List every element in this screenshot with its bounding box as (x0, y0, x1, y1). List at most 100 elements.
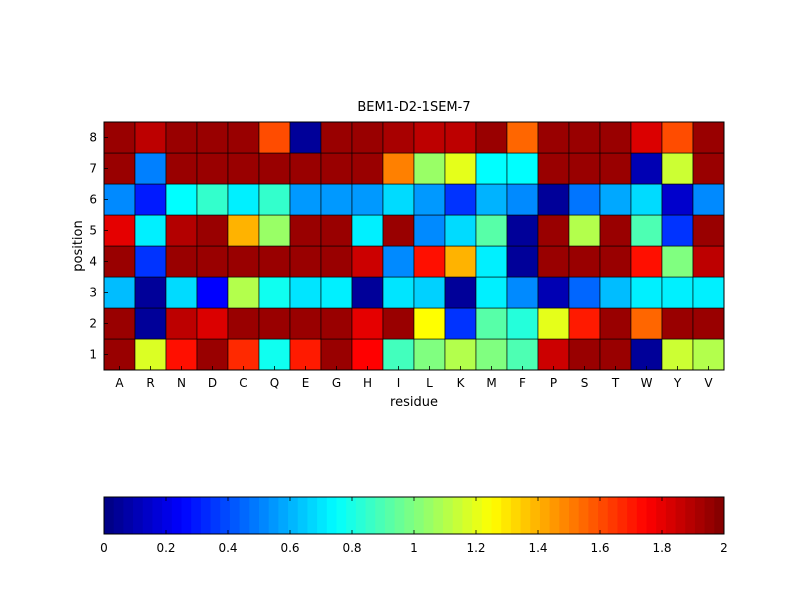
heatmap-cell (506, 183, 539, 216)
heatmap-cell (475, 338, 508, 371)
y-tick-label: 7 (89, 162, 97, 176)
heatmap-cell (227, 245, 260, 278)
heatmap-cell (413, 214, 446, 247)
colorbar-swatch (113, 497, 124, 534)
heatmap-cell (165, 338, 198, 371)
heatmap-cell (103, 183, 136, 216)
heatmap-cell (506, 152, 539, 185)
heatmap-cell (134, 152, 167, 185)
heatmap-cell (475, 276, 508, 309)
colorbar-swatch (588, 497, 599, 534)
heatmap-cell (165, 152, 198, 185)
heatmap-cell (134, 307, 167, 340)
colorbar-swatch (404, 497, 415, 534)
heatmap-cell (475, 245, 508, 278)
heatmap-cell (134, 121, 167, 154)
colorbar-swatch (598, 497, 609, 534)
x-tick-label: I (397, 376, 401, 390)
heatmap-cell (537, 121, 570, 154)
heatmap-cell (103, 338, 136, 371)
heatmap-cell (382, 276, 415, 309)
colorbar-swatch (384, 497, 396, 534)
heatmap-cell (320, 245, 353, 278)
heatmap-cell (258, 276, 291, 309)
x-tick-label: E (302, 376, 310, 390)
colorbar-swatch (694, 497, 706, 534)
heatmap-cell (196, 307, 229, 340)
colorbar-swatch (326, 497, 337, 534)
y-tick-labels: 1 2 3 4 5 6 7 8 (89, 131, 108, 362)
heatmap-cell (661, 121, 694, 154)
heatmap-cell (196, 245, 229, 278)
heatmap-cell (134, 214, 167, 247)
heatmap-cell (444, 307, 477, 340)
heatmap-cell (599, 121, 632, 154)
heatmap-cell (196, 183, 229, 216)
heatmap-cell (537, 214, 570, 247)
heatmap-cell (506, 276, 539, 309)
x-tick-label: N (177, 376, 186, 390)
heatmap-cell (258, 307, 291, 340)
colorbar-swatch (288, 497, 299, 534)
x-tick-label: V (704, 376, 713, 390)
x-tick-label: R (146, 376, 154, 390)
heatmap-cell (103, 214, 136, 247)
heatmap-cell (351, 338, 384, 371)
heatmap-cell (630, 183, 663, 216)
heatmap-cell (320, 183, 353, 216)
heatmap-cell (506, 245, 539, 278)
y-tick-label: 6 (89, 193, 97, 207)
heatmap-cell (661, 245, 694, 278)
chart-title: BEM1-D2-1SEM-7 (357, 100, 470, 115)
heatmap-cell (599, 183, 632, 216)
heatmap-cell (661, 338, 694, 371)
y-tick-label: 4 (89, 255, 97, 269)
heatmap-cell (103, 152, 136, 185)
heatmap-cells (103, 121, 725, 371)
heatmap-cell (692, 152, 725, 185)
heatmap-cell (289, 152, 322, 185)
heatmap-cell (103, 121, 136, 154)
colorbar-swatch (433, 497, 444, 534)
heatmap-cell (258, 183, 291, 216)
heatmap-cell (165, 276, 198, 309)
heatmap-cell (444, 121, 477, 154)
colorbar-swatch (239, 497, 250, 534)
colorbar-tick-label: 1.4 (528, 541, 547, 555)
colorbar-swatch (665, 497, 677, 534)
x-tick-label: K (457, 376, 466, 390)
heatmap-cell (692, 245, 725, 278)
heatmap-cell (165, 245, 198, 278)
heatmap-cell (475, 121, 508, 154)
heatmap-cell (382, 214, 415, 247)
heatmap-cell (599, 338, 632, 371)
colorbar-swatch (191, 497, 202, 534)
colorbar-swatch (443, 497, 454, 534)
heatmap-cell (103, 307, 136, 340)
heatmap-cell (692, 338, 725, 371)
heatmap-cell (227, 121, 260, 154)
heatmap-cell (413, 276, 446, 309)
y-tick-label: 2 (89, 317, 97, 331)
colorbar-swatch (278, 497, 289, 534)
colorbar-tick-label: 1.2 (466, 541, 485, 555)
colorbar-swatch (162, 497, 173, 534)
heatmap-cell (475, 307, 508, 340)
colorbar-swatch (423, 497, 434, 534)
colorbar-swatch (472, 497, 483, 534)
colorbar-swatch (346, 497, 357, 534)
colorbar-swatch (481, 497, 492, 534)
x-tick-label: M (486, 376, 496, 390)
y-tick-label: 3 (89, 286, 97, 300)
colorbar-swatch (559, 497, 570, 534)
y-tick-label: 1 (89, 348, 97, 362)
heatmap-cell (475, 214, 508, 247)
heatmap-cell (196, 152, 229, 185)
heatmap-cell (320, 152, 353, 185)
x-tick-label: A (115, 376, 124, 390)
colorbar-swatch (200, 497, 212, 534)
x-tick-label: C (239, 376, 247, 390)
colorbar-swatch (220, 497, 231, 534)
colorbar-swatch (229, 497, 241, 534)
x-tick-label: D (208, 376, 217, 390)
